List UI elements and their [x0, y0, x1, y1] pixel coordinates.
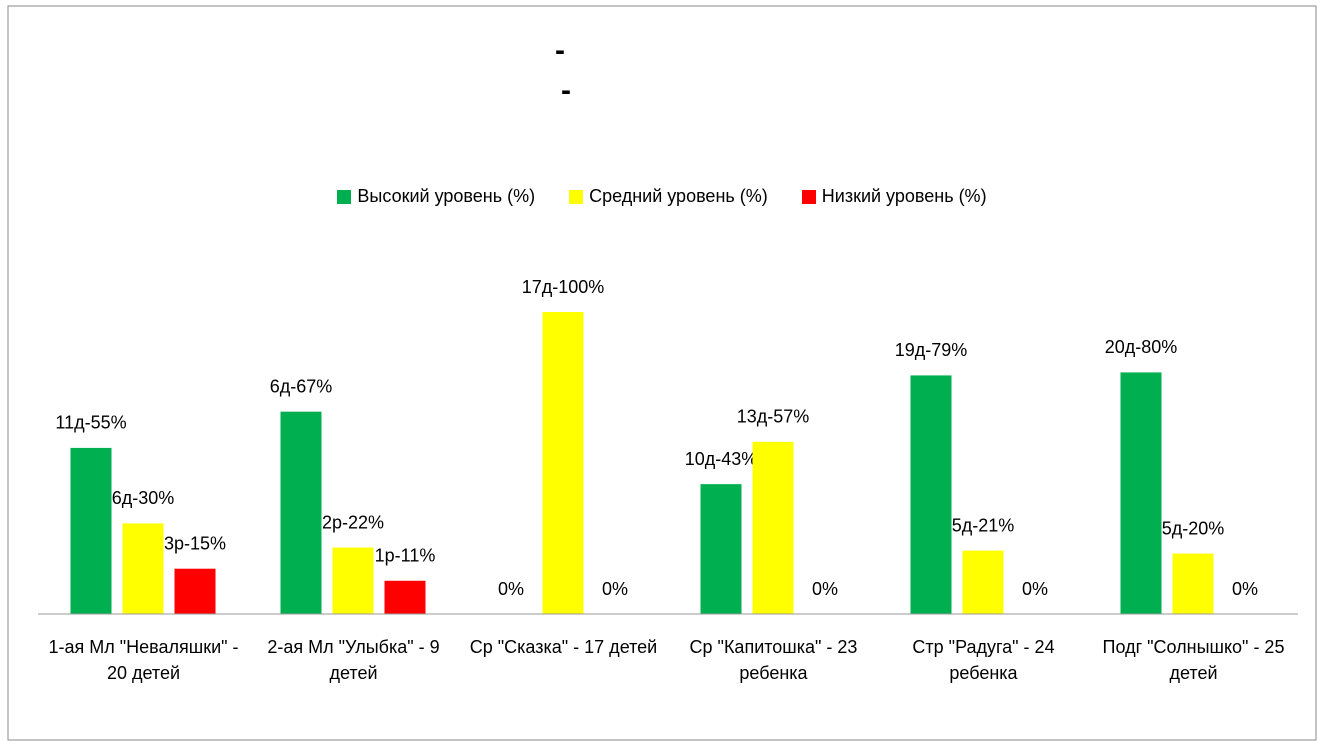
legend-item: Высокий уровень (%): [337, 186, 535, 207]
data-label: 0%: [1022, 579, 1048, 599]
legend-item: Средний уровень (%): [569, 186, 768, 207]
legend-label: Высокий уровень (%): [357, 186, 536, 206]
bar: [332, 547, 374, 614]
bar: [174, 568, 216, 614]
legend-swatch: [337, 189, 352, 204]
data-label: 0%: [1232, 579, 1258, 599]
data-label: 10д-43%: [685, 449, 758, 469]
data-label: 0%: [812, 579, 838, 599]
x-tick-label: Стр "Радуга" - 24 ребенка: [912, 637, 1055, 683]
bar: [122, 523, 164, 614]
bar: [542, 312, 584, 614]
data-label: 6д-67%: [270, 376, 333, 396]
data-label: 5д-20%: [1162, 518, 1225, 538]
bar: [700, 484, 742, 614]
data-label: 17д-100%: [522, 277, 605, 297]
data-label: 6д-30%: [112, 488, 175, 508]
legend-label: Средний уровень (%): [589, 186, 768, 206]
bar: [1172, 553, 1214, 614]
data-label: 2р-22%: [322, 512, 384, 532]
border: [7, 5, 1317, 741]
data-label: 19д-79%: [895, 340, 968, 360]
data-label: 3р-15%: [164, 533, 226, 553]
x-tick-label: Ср "Сказка" - 17 детей: [469, 637, 658, 657]
bar: [910, 375, 952, 614]
x-tick-label: Ср "Капитошка" - 23 ребенка: [689, 637, 858, 683]
x-tick-label: Подг "Солнышко" - 25 детей: [1102, 637, 1285, 683]
data-label: 0%: [602, 579, 628, 599]
data-label: 20д-80%: [1105, 337, 1178, 357]
data-label: 11д-55%: [55, 413, 126, 433]
data-label: 1р-11%: [375, 546, 436, 566]
bar: [752, 441, 794, 614]
x-tick-label: 2-ая Мл "Улыбка" - 9 детей: [267, 637, 440, 683]
chart-title: -: [561, 74, 571, 107]
data-label: 0%: [498, 579, 524, 599]
chart-title: -: [555, 34, 565, 67]
x-tick-label: 1-ая Мл "Неваляшки" - 20 детей: [48, 637, 239, 683]
legend-label: Низкий уровень (%): [821, 186, 987, 206]
bar: [384, 580, 426, 614]
legend-swatch: [569, 189, 584, 204]
bar: [70, 447, 112, 614]
legend-swatch: [801, 189, 816, 204]
bar: [1120, 372, 1162, 614]
data-label: 13д-57%: [737, 407, 810, 427]
legend: Высокий уровень (%) Средний уровень (%) Ни…: [0, 186, 1324, 207]
legend-item: Низкий уровень (%): [801, 186, 987, 207]
bar: [962, 550, 1004, 614]
bar: [280, 411, 322, 614]
data-label: 5д-21%: [952, 515, 1015, 535]
